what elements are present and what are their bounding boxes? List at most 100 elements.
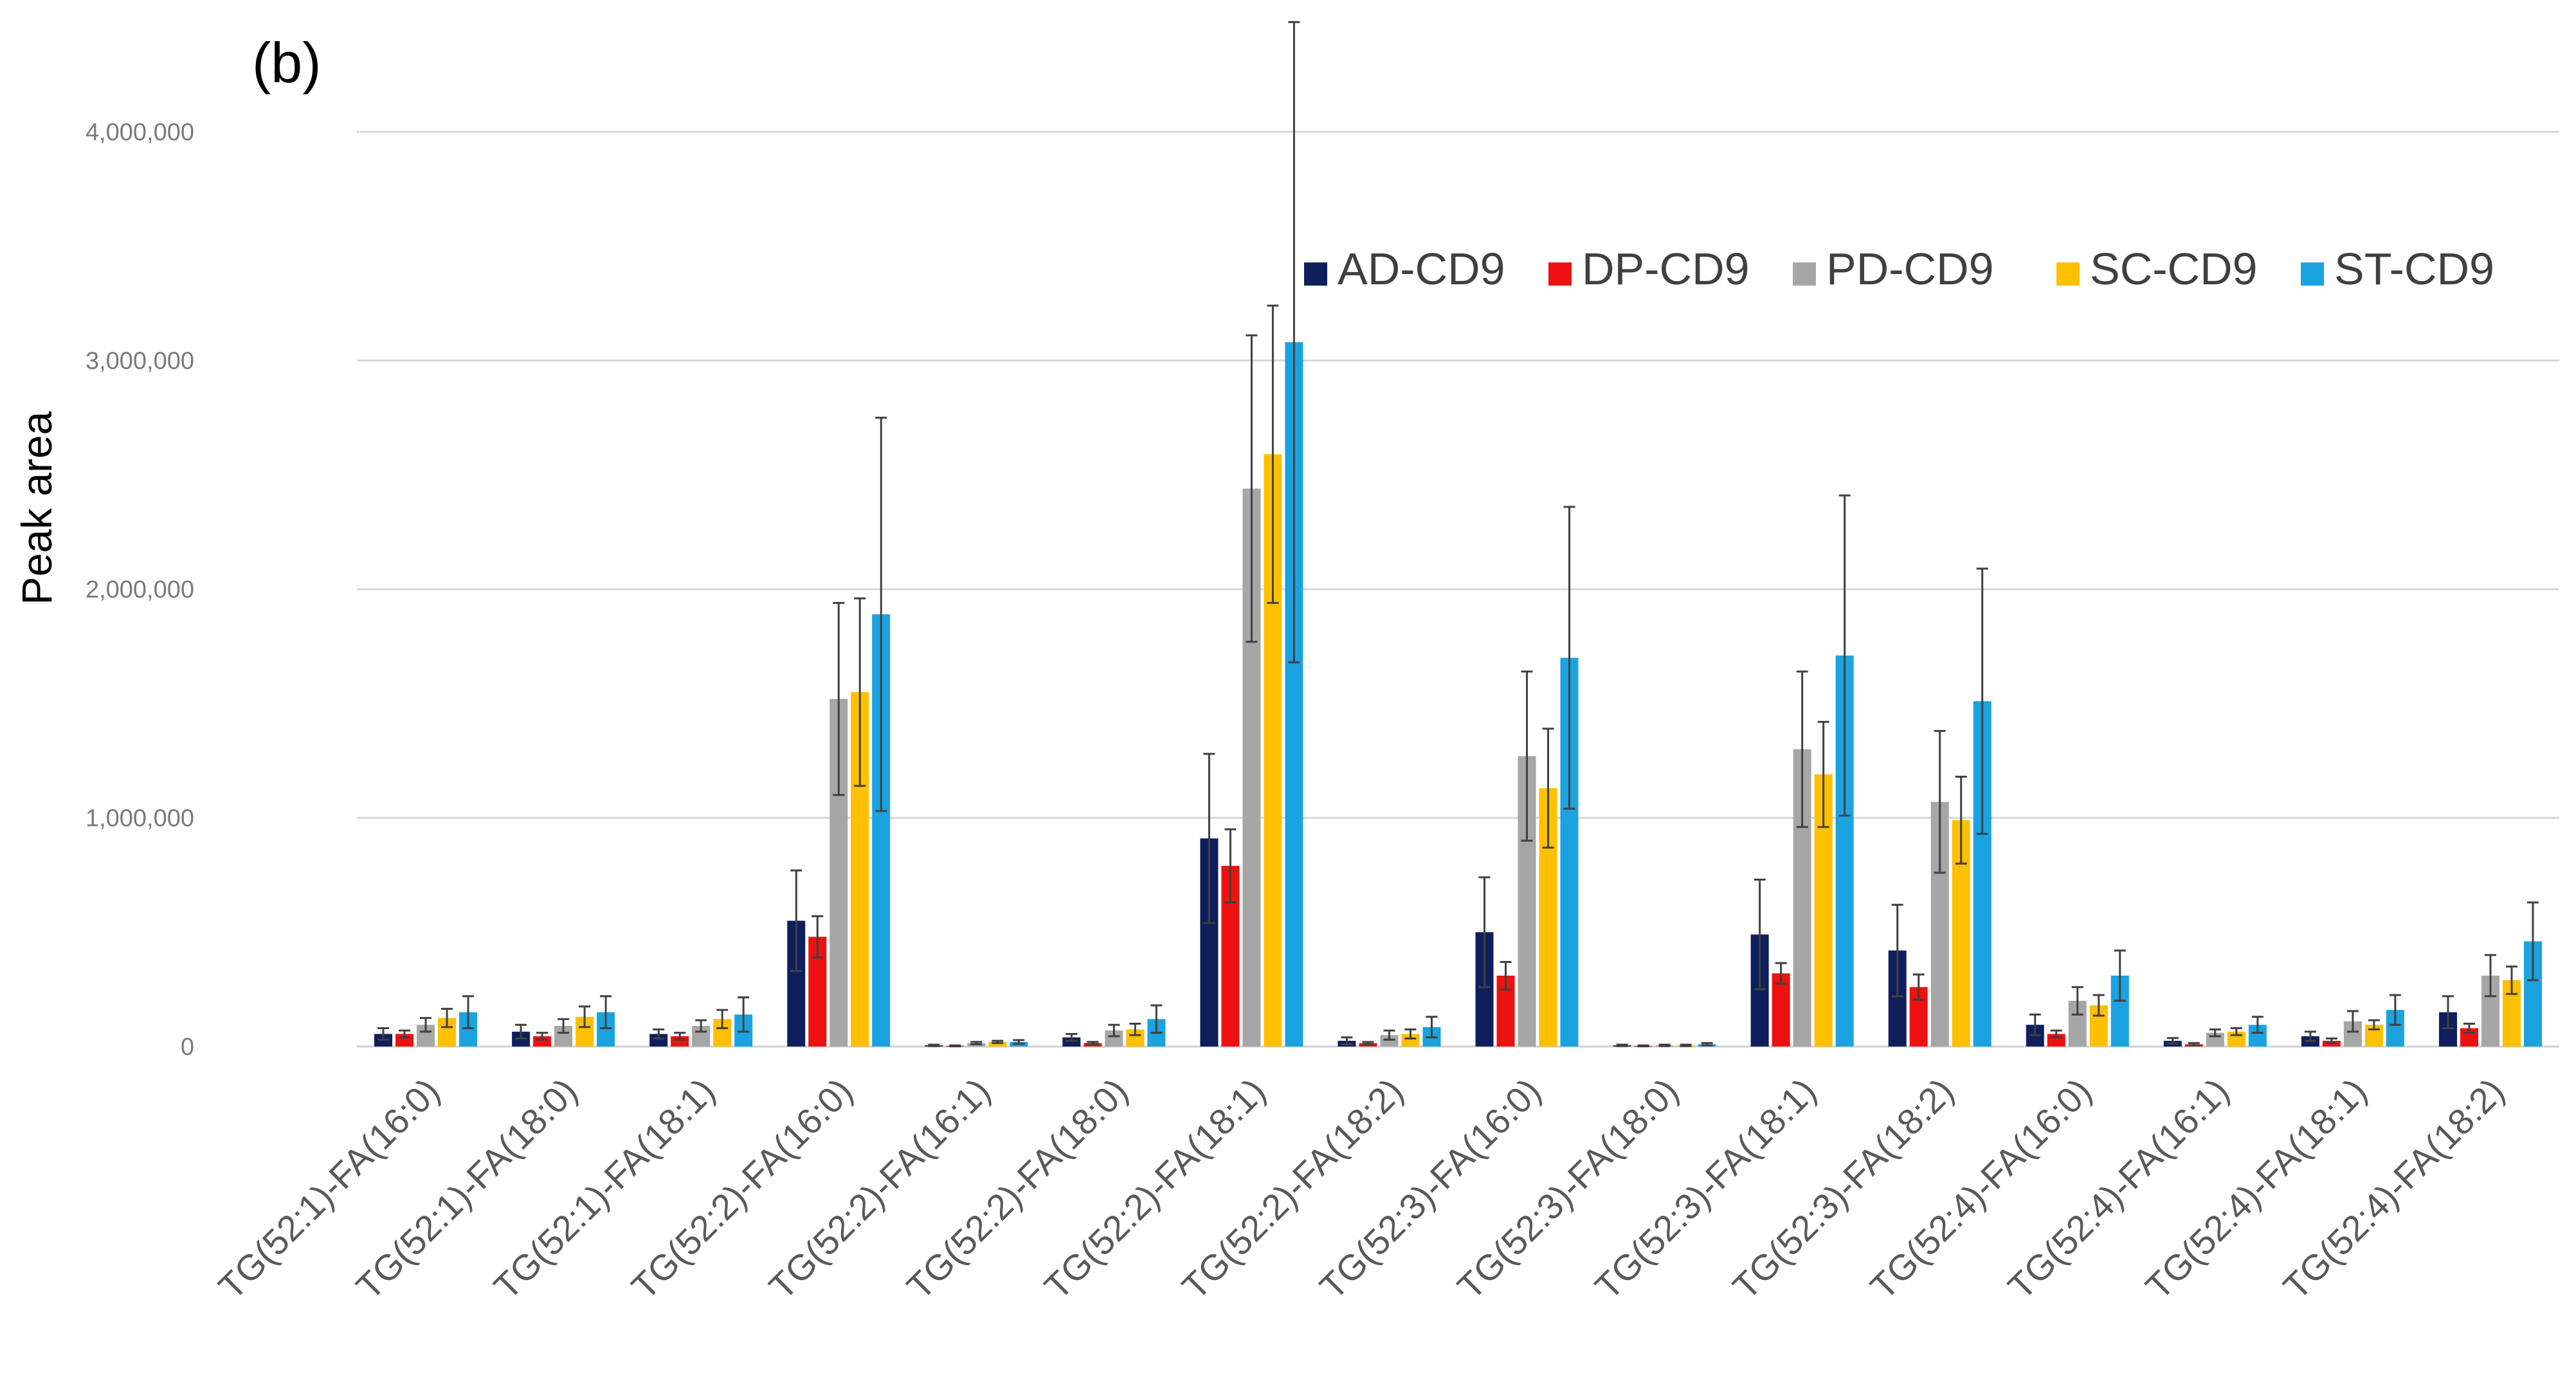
error-bar	[2050, 1029, 2062, 1039]
x-axis-ticks: TG(52:1)-FA(16:0)TG(52:1)-FA(18:0)TG(52:…	[210, 1070, 2512, 1307]
error-bar	[1542, 727, 1554, 849]
legend-label: AD-CD9	[1338, 244, 1505, 294]
error-bar	[1796, 670, 1808, 828]
legend-swatch	[1793, 262, 1816, 286]
bars	[374, 21, 2542, 1048]
error-bar	[2166, 1037, 2179, 1045]
error-bar	[2389, 994, 2401, 1026]
error-bar	[1701, 1042, 1713, 1047]
error-bar	[2092, 994, 2105, 1017]
error-bar	[1521, 670, 1533, 842]
error-bar	[2484, 954, 2496, 998]
error-bar	[1680, 1043, 1692, 1047]
error-bar	[2442, 995, 2454, 1030]
bar-dp-cd9	[1772, 973, 1790, 1047]
error-bar	[2209, 1028, 2221, 1038]
error-bar	[716, 1009, 729, 1030]
error-bar	[1129, 1022, 1141, 1036]
error-bar	[1246, 334, 1258, 643]
error-bar	[1637, 1044, 1649, 1048]
error-bar	[1775, 962, 1787, 985]
legend-swatch	[1304, 262, 1327, 286]
error-bar	[1288, 21, 1300, 664]
error-bar	[695, 1019, 707, 1033]
error-bar	[2251, 1016, 2263, 1034]
bar-sc-cd9	[988, 1041, 1007, 1047]
error-bar	[420, 1017, 432, 1033]
error-bar	[1934, 729, 1946, 874]
error-bar	[1955, 776, 1967, 865]
error-bar	[1108, 1023, 1120, 1038]
error-bar	[875, 416, 887, 812]
y-tick-label: 1,000,000	[86, 805, 194, 832]
error-bar	[2304, 1030, 2316, 1042]
bar-sc-cd9	[1401, 1034, 1420, 1047]
error-bar	[462, 995, 475, 1030]
legend-swatch	[2301, 262, 2324, 286]
error-bar	[1838, 494, 1851, 817]
error-bar	[1087, 1041, 1099, 1045]
error-bar	[1150, 1004, 1163, 1034]
bar-pd-cd9	[1380, 1035, 1399, 1047]
y-axis-label: Peak area	[13, 411, 60, 605]
error-bar	[515, 1023, 527, 1040]
error-bar	[2114, 949, 2126, 1002]
error-bar	[1404, 1028, 1417, 1040]
error-bar	[579, 1005, 591, 1029]
error-bar	[2029, 1013, 2041, 1036]
error-bar	[1341, 1036, 1353, 1045]
error-bar	[1362, 1041, 1374, 1045]
error-bar	[2463, 1022, 2475, 1034]
error-bar	[2071, 986, 2083, 1016]
error-bar	[1500, 960, 1512, 991]
legend-swatch	[1548, 262, 1572, 286]
error-bar	[970, 1041, 983, 1045]
error-bar	[2346, 1010, 2359, 1033]
y-tick-label: 3,000,000	[86, 348, 194, 375]
error-bar	[558, 1018, 570, 1034]
error-bar	[1754, 878, 1766, 991]
legend-swatch	[2056, 262, 2080, 286]
error-bar	[1066, 1032, 1078, 1042]
error-bar	[833, 601, 845, 796]
error-bar	[812, 915, 824, 958]
error-bar	[1267, 304, 1279, 604]
error-bar	[738, 996, 750, 1033]
error-bar	[674, 1032, 686, 1041]
error-bar	[1013, 1039, 1025, 1045]
error-bar	[1658, 1043, 1671, 1047]
error-bar	[2526, 901, 2539, 982]
legend-label: SC-CD9	[2090, 244, 2258, 294]
legend: AD-CD9 DP-CD9 PD-CD9 SC-CD9 ST-CD9	[1304, 244, 2494, 294]
legend-label: DP-CD9	[1582, 244, 1750, 294]
error-bar	[992, 1039, 1004, 1045]
error-bar	[2230, 1027, 2242, 1036]
error-bar	[1478, 876, 1491, 989]
y-axis-ticks: 0 1,000,000 2,000,000 3,000,000 4,000,000	[86, 119, 194, 1061]
legend-label: ST-CD9	[2334, 244, 2494, 294]
error-bar	[1912, 973, 1925, 1001]
error-bar	[1203, 753, 1215, 924]
error-bar	[600, 995, 612, 1030]
error-bar	[1224, 828, 1237, 904]
error-bar	[854, 597, 866, 787]
error-bar	[536, 1032, 549, 1041]
error-bar	[928, 1043, 940, 1047]
panel-label: (b)	[252, 31, 322, 95]
error-bar	[653, 1028, 665, 1040]
legend-label: PD-CD9	[1826, 244, 1994, 294]
error-bar	[2188, 1042, 2200, 1047]
error-bar	[1891, 904, 1903, 998]
error-bar	[1563, 506, 1575, 810]
error-bar	[399, 1029, 411, 1039]
y-tick-label: 2,000,000	[86, 576, 194, 603]
bar-ad-cd9	[649, 1034, 668, 1047]
error-bar	[790, 869, 803, 973]
error-bar	[1383, 1029, 1395, 1041]
error-bar	[2325, 1038, 2337, 1045]
error-bar	[949, 1044, 961, 1048]
y-tick-label: 0	[181, 1034, 194, 1061]
error-bar	[1426, 1016, 1438, 1039]
error-bar	[377, 1027, 390, 1041]
